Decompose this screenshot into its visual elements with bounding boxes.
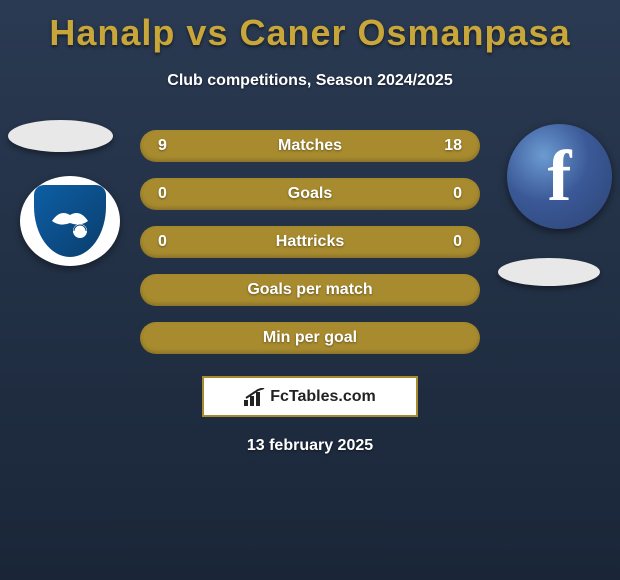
brand-logo[interactable]: FcTables.com xyxy=(202,376,418,417)
stat-left-value: 0 xyxy=(158,185,167,203)
stat-left-value: 9 xyxy=(158,137,167,155)
stat-label: Goals per match xyxy=(247,281,372,299)
stat-label: Goals xyxy=(288,185,332,203)
facebook-icon[interactable]: f xyxy=(507,124,612,229)
team-badge-left xyxy=(20,176,120,266)
eagle-icon xyxy=(46,201,94,241)
page-title: Hanalp vs Caner Osmanpasa xyxy=(0,0,620,54)
date-label: 13 february 2025 xyxy=(0,437,620,455)
stat-row-matches: 9 Matches 18 xyxy=(140,130,480,162)
player-right-placeholder xyxy=(498,258,600,286)
stat-row-gpm: Goals per match xyxy=(140,274,480,306)
player-left-placeholder xyxy=(8,120,113,152)
stat-label: Hattricks xyxy=(276,233,344,251)
chart-icon xyxy=(244,388,266,406)
subtitle: Club competitions, Season 2024/2025 xyxy=(0,72,620,90)
stat-row-hattricks: 0 Hattricks 0 xyxy=(140,226,480,258)
stat-right-value: 18 xyxy=(444,137,462,155)
stat-label: Matches xyxy=(278,137,342,155)
brand-name: FcTables.com xyxy=(270,388,376,406)
stats-table: 9 Matches 18 0 Goals 0 0 Hattricks 0 Goa… xyxy=(140,130,480,354)
stat-row-goals: 0 Goals 0 xyxy=(140,178,480,210)
stat-right-value: 0 xyxy=(453,233,462,251)
stat-left-value: 0 xyxy=(158,233,167,251)
stat-right-value: 0 xyxy=(453,185,462,203)
team-badge-icon xyxy=(34,185,106,257)
stat-row-mpg: Min per goal xyxy=(140,322,480,354)
stat-label: Min per goal xyxy=(263,329,357,347)
